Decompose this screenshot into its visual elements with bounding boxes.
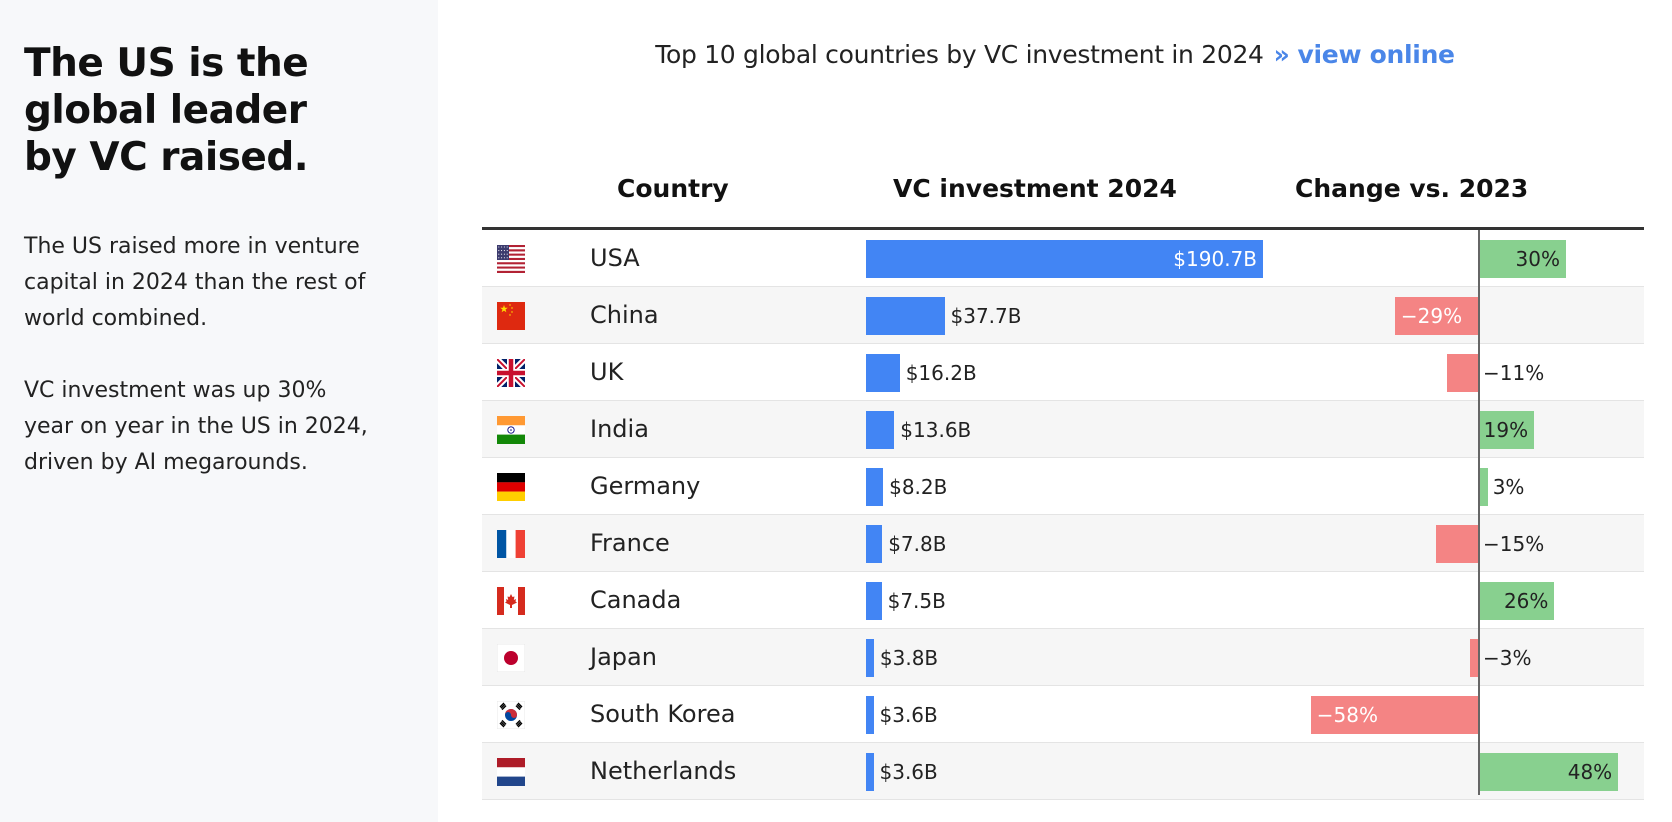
investment-bar: [866, 639, 874, 677]
summary-paragraph-1: The US raised more in venture capital in…: [24, 234, 366, 331]
investment-value-label: $7.8B: [888, 532, 947, 556]
table-row: Netherlands $3.6B 48%: [482, 743, 1644, 800]
change-value-label: −15%: [1483, 532, 1545, 556]
investment-bar: [866, 525, 883, 563]
canada-flag-icon: [497, 587, 525, 615]
investment-value-label: $13.6B: [900, 418, 972, 442]
table-row: Canada $7.5B 26%: [482, 572, 1644, 629]
investment-value-label: $3.6B: [879, 760, 938, 784]
investment-bar: [866, 753, 874, 791]
investment-value-label: $3.8B: [879, 646, 939, 670]
change-value-label: −29%: [1400, 304, 1463, 328]
investment-bar: [866, 354, 900, 392]
chart-title: Top 10 global countries by VC investment…: [438, 40, 1672, 69]
table-row: France $7.8B −15%: [482, 515, 1644, 572]
germany-flag-icon: [497, 473, 525, 501]
country-name: Netherlands: [590, 757, 737, 785]
change-value-label: 3%: [1492, 475, 1525, 499]
table-row: Japan $3.8B −3%: [482, 629, 1644, 686]
change-bar: [1435, 525, 1479, 563]
table-row: India $13.6B 19%: [482, 401, 1644, 458]
change-value-label: −58%: [1316, 703, 1379, 727]
china-flag-icon: [497, 302, 525, 330]
table-row: China $37.7B −29%: [482, 287, 1644, 344]
change-bar: [1470, 639, 1479, 677]
change-value-label: −11%: [1483, 361, 1545, 385]
headline: The US is the global leader by VC raised…: [24, 41, 309, 180]
change-bar: [1447, 354, 1479, 392]
country-name: South Korea: [590, 700, 736, 728]
country-name: France: [590, 529, 670, 557]
investment-bar: [866, 582, 882, 620]
south-korea-flag-icon: [497, 701, 525, 729]
country-name: USA: [590, 244, 640, 272]
table-row: UK $16.2B −11%: [482, 344, 1644, 401]
table-row: South Korea $3.6B −58%: [482, 686, 1644, 743]
country-name: Japan: [590, 643, 657, 671]
netherlands-flag-icon: [497, 758, 525, 786]
investment-bar: [866, 297, 945, 335]
table-row: Germany $8.2B 3%: [482, 458, 1644, 515]
header-divider: [482, 227, 1644, 230]
change-value-label: 30%: [1515, 247, 1560, 271]
investment-value-label: $3.6B: [879, 703, 938, 727]
chevron-right-icon: »: [1273, 40, 1290, 69]
country-name: UK: [590, 358, 624, 386]
change-zero-axis: [1478, 230, 1480, 795]
change-value-label: 48%: [1567, 760, 1613, 784]
investment-value-label: $7.5B: [887, 589, 946, 613]
investment-column-header: VC investment 2024: [893, 174, 1177, 203]
change-column-header: Change vs. 2023: [1295, 174, 1529, 203]
uk-flag-icon: [497, 359, 525, 387]
japan-flag-icon: [497, 644, 525, 672]
country-name: Germany: [590, 472, 701, 500]
investment-bar: [866, 468, 884, 506]
investment-bar: [866, 411, 895, 449]
us-flag-icon: [497, 245, 525, 273]
country-name: Canada: [590, 586, 682, 614]
country-name: China: [590, 301, 659, 329]
change-value-label: 26%: [1503, 589, 1549, 613]
investment-value-label: $16.2B: [905, 361, 977, 385]
change-bar: [1479, 411, 1535, 449]
view-online-link[interactable]: view online: [1297, 40, 1455, 69]
summary-paragraph-2: VC investment was up 30% year on year in…: [24, 378, 368, 475]
chart-title-text: Top 10 global countries by VC investment…: [655, 40, 1264, 69]
table-row: USA $190.7B 30%: [482, 230, 1644, 287]
change-value-label: 19%: [1483, 418, 1529, 442]
change-value-label: −3%: [1483, 646, 1532, 670]
india-flag-icon: [497, 416, 525, 444]
change-bar: [1479, 582, 1555, 620]
investment-bar: [866, 696, 874, 734]
change-bar: [1479, 753, 1619, 791]
investment-value-label: $190.7B: [1173, 247, 1257, 271]
investment-value-label: $37.7B: [950, 304, 1022, 328]
change-bar: [1394, 297, 1479, 335]
change-bar: [1310, 696, 1479, 734]
france-flag-icon: [497, 530, 525, 558]
sidebar: The US is the global leader by VC raised…: [0, 0, 438, 822]
investment-bar: [866, 240, 1263, 278]
investment-value-label: $8.2B: [889, 475, 948, 499]
change-bar: [1479, 240, 1566, 278]
change-bar: [1479, 468, 1488, 506]
country-name: India: [590, 415, 649, 443]
country-column-header: Country: [617, 174, 729, 203]
